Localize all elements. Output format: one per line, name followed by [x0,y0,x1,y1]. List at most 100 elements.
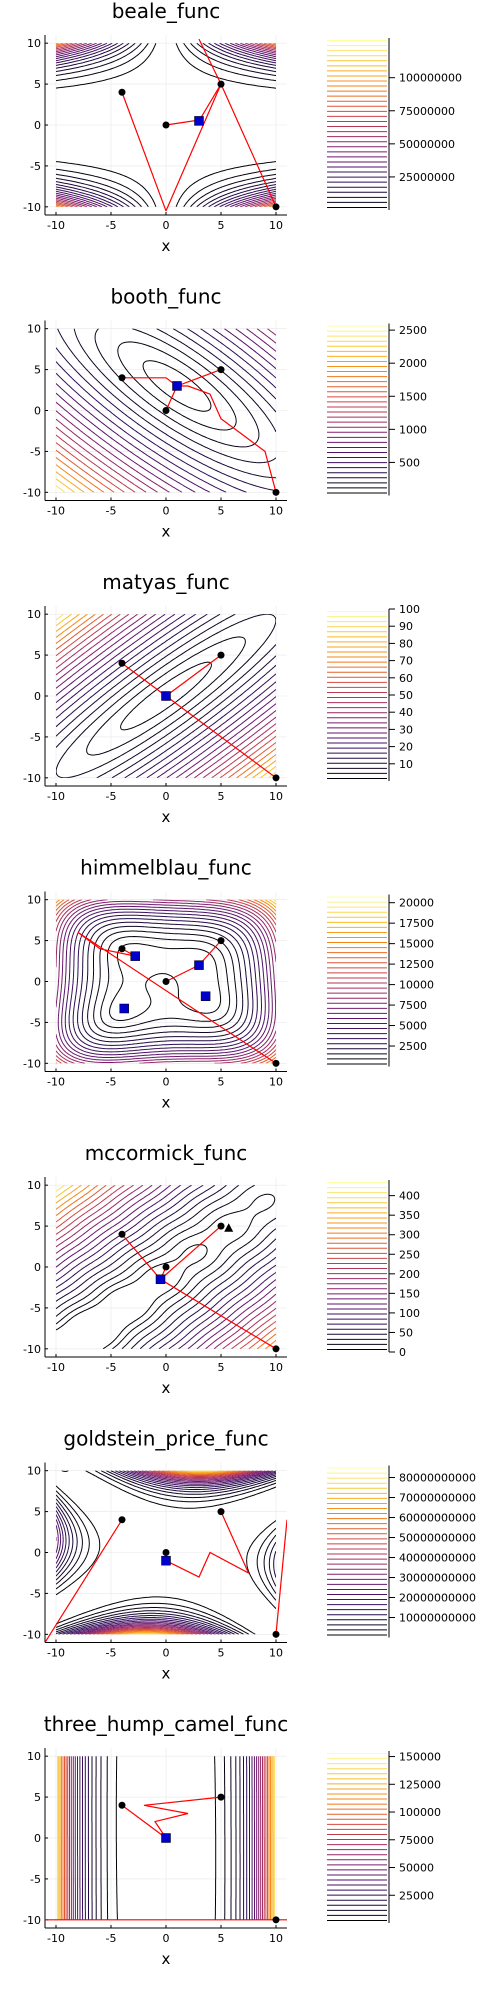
y-tick-label: -10 [23,1057,41,1070]
contour-level [56,614,276,778]
x-tick-label: 5 [218,1361,225,1374]
y-tick-label: -10 [23,201,41,214]
contour-level [72,914,258,1050]
colorbar-tick-label: 350 [399,1209,420,1222]
colorbar-tick-label: 400 [399,1190,420,1203]
end-point [161,1555,171,1566]
colorbar-tick-label: 50 [399,689,413,702]
x-tick-label: -5 [106,790,117,803]
x-tick-label: 10 [269,1647,283,1660]
colorbar-tick-label: 1000 [399,423,427,436]
x-tick-label: -5 [106,1932,117,1945]
contour-level [105,1470,242,1635]
x-tick-label: 0 [163,1932,170,1945]
contour-level [100,1756,232,1920]
colorbar-tick-label: 150000 [399,1751,441,1764]
contour-level [101,1470,246,1635]
contour-level [110,1470,237,1635]
contour-level [56,1185,276,1349]
contour-level [56,899,276,1064]
contour-level [56,1185,276,1349]
contour-level [57,903,273,1061]
colorbar-tick-label: 70 [399,655,413,668]
contour-level [56,478,75,493]
end-triangle [224,1223,234,1232]
contour-level [56,449,115,493]
chart-panel-three_hump_camel_func: three_hump_camel_func -10 -5 0 5 10 -10 -5 0 5 10 x… [23,1712,441,1968]
contour-level [56,328,276,493]
optimizer-path [160,1225,222,1280]
contour-level [81,1470,266,1635]
x-tick-label: -10 [47,1932,65,1945]
contour-level [88,1470,258,1635]
contour-lines [56,1470,276,1635]
contour-level [56,1470,276,1635]
contour-level [56,1185,276,1349]
colorbar-tick-label: 10000000000 [399,1612,476,1625]
colorbar-tick-label: 90 [399,620,413,633]
contour-level [70,1756,262,1920]
start-point [217,366,225,374]
contour-level [56,328,276,493]
start-point [217,1222,225,1230]
contour-level [57,1756,275,1920]
contour-level [91,1756,241,1920]
chart-panel-mccormick_func: mccormick_func -10 -5 0 5 10 -10 -5 0 5 10 x 400 350 3… [23,1141,420,1397]
contour-level [56,1470,276,1635]
y-tick-label: 5 [34,649,41,662]
contour-level [56,1185,276,1349]
contour-level [56,43,276,207]
contour-level [56,899,276,1064]
end-point [200,991,211,1001]
y-tick-label: -10 [23,1628,41,1641]
contour-level [56,1470,276,1635]
contour-level [56,614,276,778]
chart-panel-goldstein_price_func: goldstein_price_func -10 -5 0 5 10 -10 -5 0 5 10 x 8… [23,1427,476,1683]
colorbar-tick-label: 50000000 [399,138,455,151]
contour-level [82,1756,250,1920]
contour-level [106,1756,226,1920]
chart-title: booth_func [110,285,221,309]
contour-level [56,43,276,207]
x-tick-label: -5 [106,1647,117,1660]
start-point [118,1801,126,1809]
y-tick-label: -10 [23,1343,41,1356]
colorbar: 400 350 300 250 200 150 100 50 0 [327,1180,420,1359]
contour-level [56,1185,276,1349]
y-tick-label: 5 [34,78,41,91]
chart-title: mccormick_func [85,1141,248,1165]
contour-level [84,1756,248,1920]
end-point [130,951,140,961]
colorbar-tick-label: 25000000 [399,171,455,184]
contour-level [74,1756,258,1920]
contour-level [120,661,212,731]
contour-level [61,905,270,1058]
contour-level [56,43,276,207]
end-point [119,1003,129,1014]
x-tick-label: -5 [106,1076,117,1089]
contour-level [56,1185,276,1349]
colorbar-tick-label: 12500 [399,958,434,971]
x-tick-label: -10 [47,1361,65,1374]
y-tick-label: 0 [34,690,41,703]
contour-level [56,426,147,493]
start-point [118,945,126,953]
colorbar-tick-label: 60000000000 [399,1512,476,1525]
contour-level [57,328,276,479]
colorbar-tick-label: 75000 [399,1834,434,1847]
optimizer-path [165,120,199,126]
contour-level [142,360,212,412]
x-tick-label: -10 [47,1647,65,1660]
y-tick-label: 5 [34,364,41,377]
optimizer-path [143,1796,222,1839]
start-point [217,80,225,88]
y-tick-label: 0 [34,405,41,418]
colorbar-tick-label: 80 [399,637,413,650]
contour-level [56,614,276,778]
start-point [162,407,170,414]
x-tick-label: 10 [269,790,283,803]
contour-level [77,918,254,1046]
x-tick-label: 0 [163,790,170,803]
optimizer-path [165,1511,250,1578]
contour-level [56,1185,276,1349]
